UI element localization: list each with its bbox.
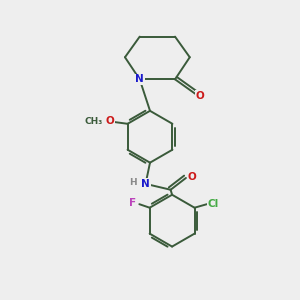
Text: O: O xyxy=(196,91,204,100)
Text: CH₃: CH₃ xyxy=(85,117,103,126)
Text: O: O xyxy=(188,172,196,182)
Text: Cl: Cl xyxy=(208,199,219,208)
Text: O: O xyxy=(106,116,114,126)
Text: H: H xyxy=(129,178,137,187)
Text: N: N xyxy=(141,179,150,189)
Text: F: F xyxy=(129,198,137,208)
Text: N: N xyxy=(135,74,144,84)
